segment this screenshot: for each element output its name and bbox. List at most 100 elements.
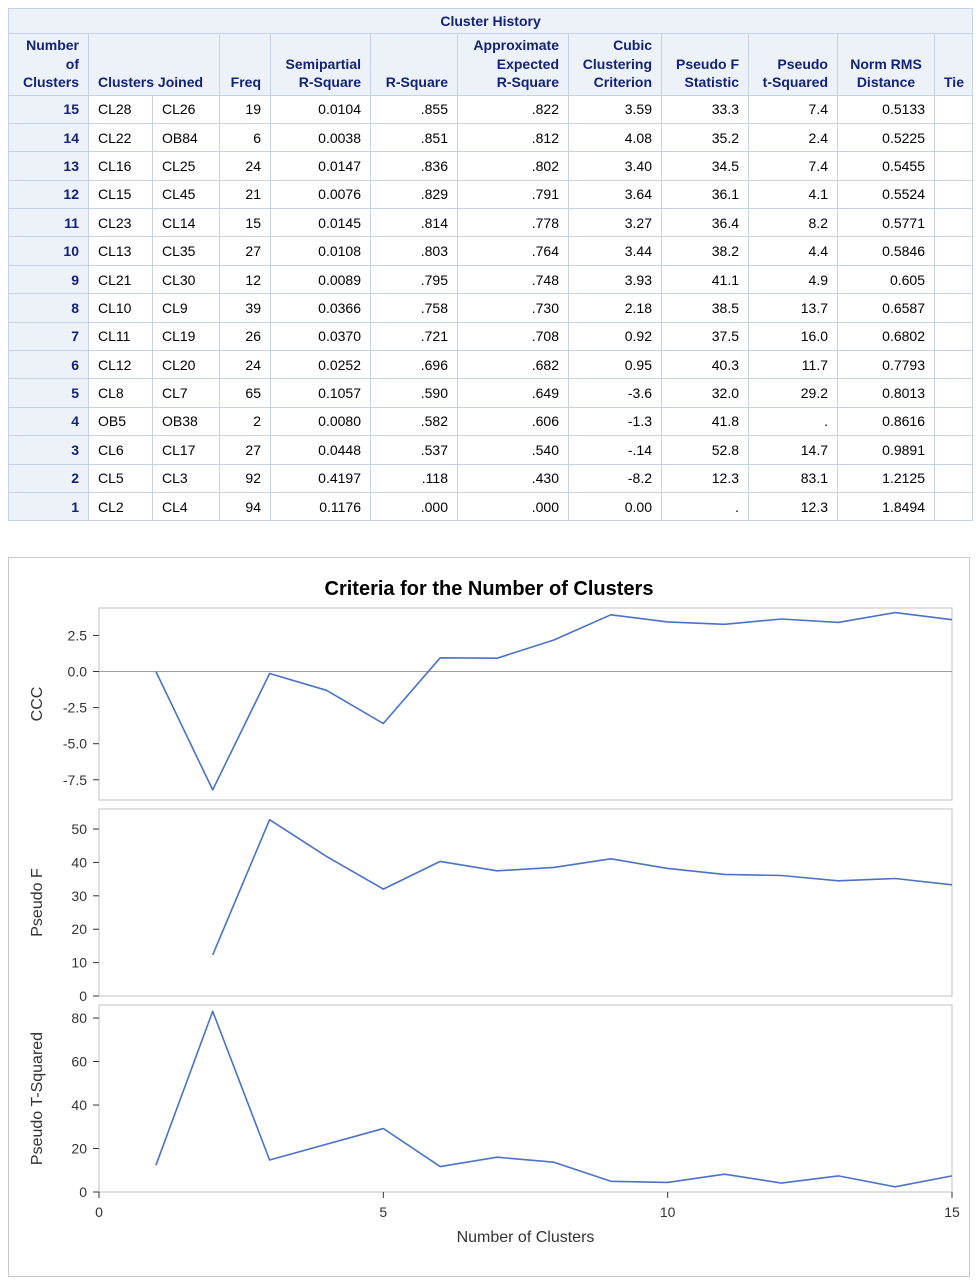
y-tick-label: 10 [71, 955, 87, 971]
y-tick-label: 40 [71, 854, 87, 870]
cell-pseudo-f: 33.3 [661, 94, 749, 124]
cell-freq: 94 [219, 491, 271, 522]
x-tick-label: 10 [660, 1204, 676, 1220]
cell-pseudo-f: 40.3 [661, 350, 749, 380]
cell-rsquare: .836 [370, 151, 458, 181]
table-caption: Cluster History [7, 8, 974, 34]
cell-number-of-clusters: 14 [8, 122, 89, 153]
cell-pseudo-f: 37.5 [661, 321, 749, 352]
cluster-history-table: Cluster History Number of Clusters Clust… [7, 8, 974, 522]
cell-tie [933, 321, 974, 352]
y-tick-label: 80 [71, 1010, 87, 1026]
cell-cubic-clustering-criterion: 0.00 [568, 491, 662, 522]
table-row: 12 CL15 CL45 21 0.0076.829.791 3.64 36.1 4.1 0.5… [8, 179, 974, 210]
cell-number-of-clusters: 3 [8, 435, 89, 465]
header-tie: Tie [933, 33, 974, 96]
cell-cluster-joined-2: CL19 [152, 321, 220, 352]
cell-cluster-joined-1: CL12 [88, 350, 153, 380]
cell-cluster-joined-1: CL5 [88, 463, 153, 493]
cell-pseudo-t-squared: 4.1 [748, 179, 838, 210]
cell-pseudo-t-squared: 12.3 [748, 491, 838, 522]
cell-norm-rms-distance: 0.7793 [837, 350, 935, 380]
cell-norm-rms-distance: 0.5771 [837, 208, 935, 238]
cell-semipartial-rsquare: 0.0104 [270, 94, 371, 124]
cell-tie [933, 378, 974, 408]
cell-approx-expected-rsquare: .708 [457, 321, 569, 352]
x-axis-label: Number of Clusters [457, 1229, 595, 1246]
cell-approx-expected-rsquare: .430 [457, 463, 569, 493]
criteria-chart-panel: Criteria for the Number of Clusters 2.5 0.… [8, 557, 970, 1277]
cell-tie [933, 151, 974, 181]
cell-rsquare: .851 [370, 122, 458, 153]
cell-rsquare: .582 [370, 406, 458, 437]
cell-freq: 65 [219, 378, 271, 408]
cell-cluster-joined-1: CL10 [88, 293, 153, 323]
cell-norm-rms-distance: 0.6587 [837, 293, 935, 323]
cell-semipartial-rsquare: 0.0076 [270, 179, 371, 210]
cell-cubic-clustering-criterion: 3.44 [568, 236, 662, 266]
series-line [155, 1010, 953, 1188]
y-tick-label: 30 [71, 888, 87, 904]
cell-semipartial-rsquare: 0.1176 [270, 491, 371, 522]
y-tick-label: 50 [71, 821, 87, 837]
cell-norm-rms-distance: 0.5133 [837, 94, 935, 124]
cell-rsquare: .590 [370, 378, 458, 408]
cell-approx-expected-rsquare: .778 [457, 208, 569, 238]
cell-pseudo-t-squared: 14.7 [748, 435, 838, 465]
header-row: Number of Clusters Clusters Joined Freq … [8, 33, 974, 96]
cell-cluster-joined-1: CL11 [88, 321, 153, 352]
x-tick-label: 0 [95, 1204, 103, 1220]
cell-norm-rms-distance: 0.5846 [837, 236, 935, 266]
cell-cubic-clustering-criterion: 0.95 [568, 350, 662, 380]
cell-norm-rms-distance: 0.5225 [837, 122, 935, 153]
cell-pseudo-f: 12.3 [661, 463, 749, 493]
cell-rsquare: .829 [370, 179, 458, 210]
cell-pseudo-f: 38.5 [661, 293, 749, 323]
cell-cluster-joined-2: OB84 [152, 122, 220, 153]
cell-semipartial-rsquare: 0.0147 [270, 151, 371, 181]
cell-rsquare: .814 [370, 208, 458, 238]
cell-semipartial-rsquare: 0.0366 [270, 293, 371, 323]
table-row: 11 CL23 CL14 15 0.0145.814.778 3.27 36.4 8.2 0.5… [8, 208, 974, 238]
cell-cubic-clustering-criterion: 2.18 [568, 293, 662, 323]
cell-approx-expected-rsquare: .730 [457, 293, 569, 323]
cell-cluster-joined-1: CL8 [88, 378, 153, 408]
cell-cluster-joined-1: CL16 [88, 151, 153, 181]
y-tick-label: -7.5 [63, 772, 87, 788]
cell-number-of-clusters: 7 [8, 321, 89, 352]
cell-pseudo-f: . [661, 491, 749, 522]
y-axis-label: Pseudo T-Squared [29, 1032, 46, 1165]
cell-number-of-clusters: 4 [8, 406, 89, 437]
series-line [155, 611, 953, 791]
y-tick-label: 20 [71, 1141, 87, 1157]
cell-number-of-clusters: 8 [8, 293, 89, 323]
cell-number-of-clusters: 6 [8, 350, 89, 380]
cell-freq: 24 [219, 350, 271, 380]
cell-number-of-clusters: 2 [8, 463, 89, 493]
header-number-of-clusters: Number of Clusters [8, 33, 89, 96]
cell-rsquare: .855 [370, 94, 458, 124]
cell-cluster-joined-1: OB5 [88, 406, 153, 437]
series-line [211, 818, 953, 956]
cell-cubic-clustering-criterion: 3.93 [568, 264, 662, 295]
cell-number-of-clusters: 13 [8, 151, 89, 181]
cell-cluster-joined-2: OB38 [152, 406, 220, 437]
table-row: 15 CL28 CL26 19 0.0104.855.822 3.59 33.3 7.4 0.5… [8, 94, 974, 124]
cell-cubic-clustering-criterion: -.14 [568, 435, 662, 465]
cell-pseudo-f: 36.4 [661, 208, 749, 238]
cell-pseudo-t-squared: 83.1 [748, 463, 838, 493]
cell-freq: 26 [219, 321, 271, 352]
cell-approx-expected-rsquare: .802 [457, 151, 569, 181]
table-row: 13 CL16 CL25 24 0.0147.836.802 3.40 34.5 7.4 0.5… [8, 151, 974, 181]
cell-cluster-joined-2: CL26 [152, 94, 220, 124]
table-row: 4 OB5 OB38 2 0.0080.582.606 -1.3 41.8. 0.8616 [8, 406, 974, 437]
cell-cubic-clustering-criterion: 3.27 [568, 208, 662, 238]
cell-tie [933, 350, 974, 380]
chart-title: Criteria for the Number of Clusters [325, 578, 654, 600]
cell-freq: 92 [219, 463, 271, 493]
cell-cluster-joined-1: CL15 [88, 179, 153, 210]
y-tick-label: 40 [71, 1097, 87, 1113]
cell-norm-rms-distance: 1.8494 [837, 491, 935, 522]
cell-cluster-joined-1: CL22 [88, 122, 153, 153]
cell-pseudo-f: 52.8 [661, 435, 749, 465]
